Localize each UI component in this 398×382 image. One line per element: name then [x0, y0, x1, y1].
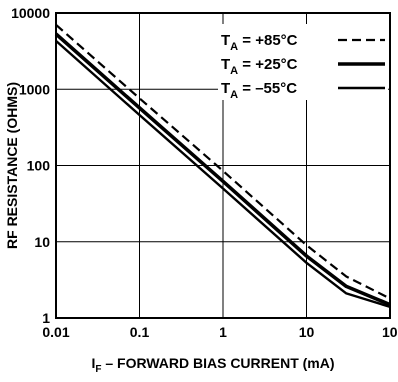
y-tick-label: 10 — [34, 234, 50, 250]
legend: TA = +85°CTA = +25°CTA = –55°C — [218, 24, 388, 101]
y-tick-label: 1000 — [19, 81, 50, 97]
legend-label-prefix: T — [221, 80, 230, 97]
series-line-1 — [55, 23, 391, 300]
series-line-2 — [54, 32, 391, 307]
series-lines — [54, 23, 391, 309]
legend-label-3: TA = –55°C — [221, 80, 297, 101]
plot-frame — [55, 12, 391, 319]
legend-label-subscript: A — [230, 65, 238, 77]
x-tick-label: 10 — [299, 324, 315, 340]
x-axis-title-rest: – FORWARD BIAS CURRENT (mA) — [101, 355, 334, 371]
x-axis-title-prefix: I — [91, 355, 95, 371]
x-axis-title-subscript: F — [95, 364, 101, 375]
y-tick-label: 10000 — [11, 5, 50, 21]
x-tick-label: 1 — [219, 324, 227, 340]
legend-label-rest: = +25°C — [238, 56, 298, 73]
legend-label-prefix: T — [221, 56, 230, 73]
legend-label-subscript: A — [230, 41, 238, 53]
y-tick-label: 1 — [42, 310, 50, 326]
x-tick-label: 0.1 — [130, 324, 150, 340]
legend-label-1: TA = +85°C — [221, 32, 298, 53]
y-axis-title: RF RESISTANCE (OHMS) — [4, 82, 20, 249]
legend-label-rest: = –55°C — [238, 80, 297, 97]
x-tick-label: 0.01 — [42, 324, 69, 340]
y-tick-label: 100 — [27, 158, 51, 174]
tick-labels: 1 10 100 1000 10000 0.01 0.1 1 10 100 — [11, 5, 398, 340]
legend-label-rest: = +85°C — [238, 32, 298, 49]
legend-label-2: TA = +25°C — [221, 56, 298, 77]
x-axis-title: IF – FORWARD BIAS CURRENT (mA) — [91, 355, 334, 375]
legend-label-subscript: A — [230, 89, 238, 101]
series-line-3 — [55, 40, 391, 309]
x-tick-label: 100 — [382, 324, 398, 340]
legend-label-prefix: T — [221, 32, 230, 49]
